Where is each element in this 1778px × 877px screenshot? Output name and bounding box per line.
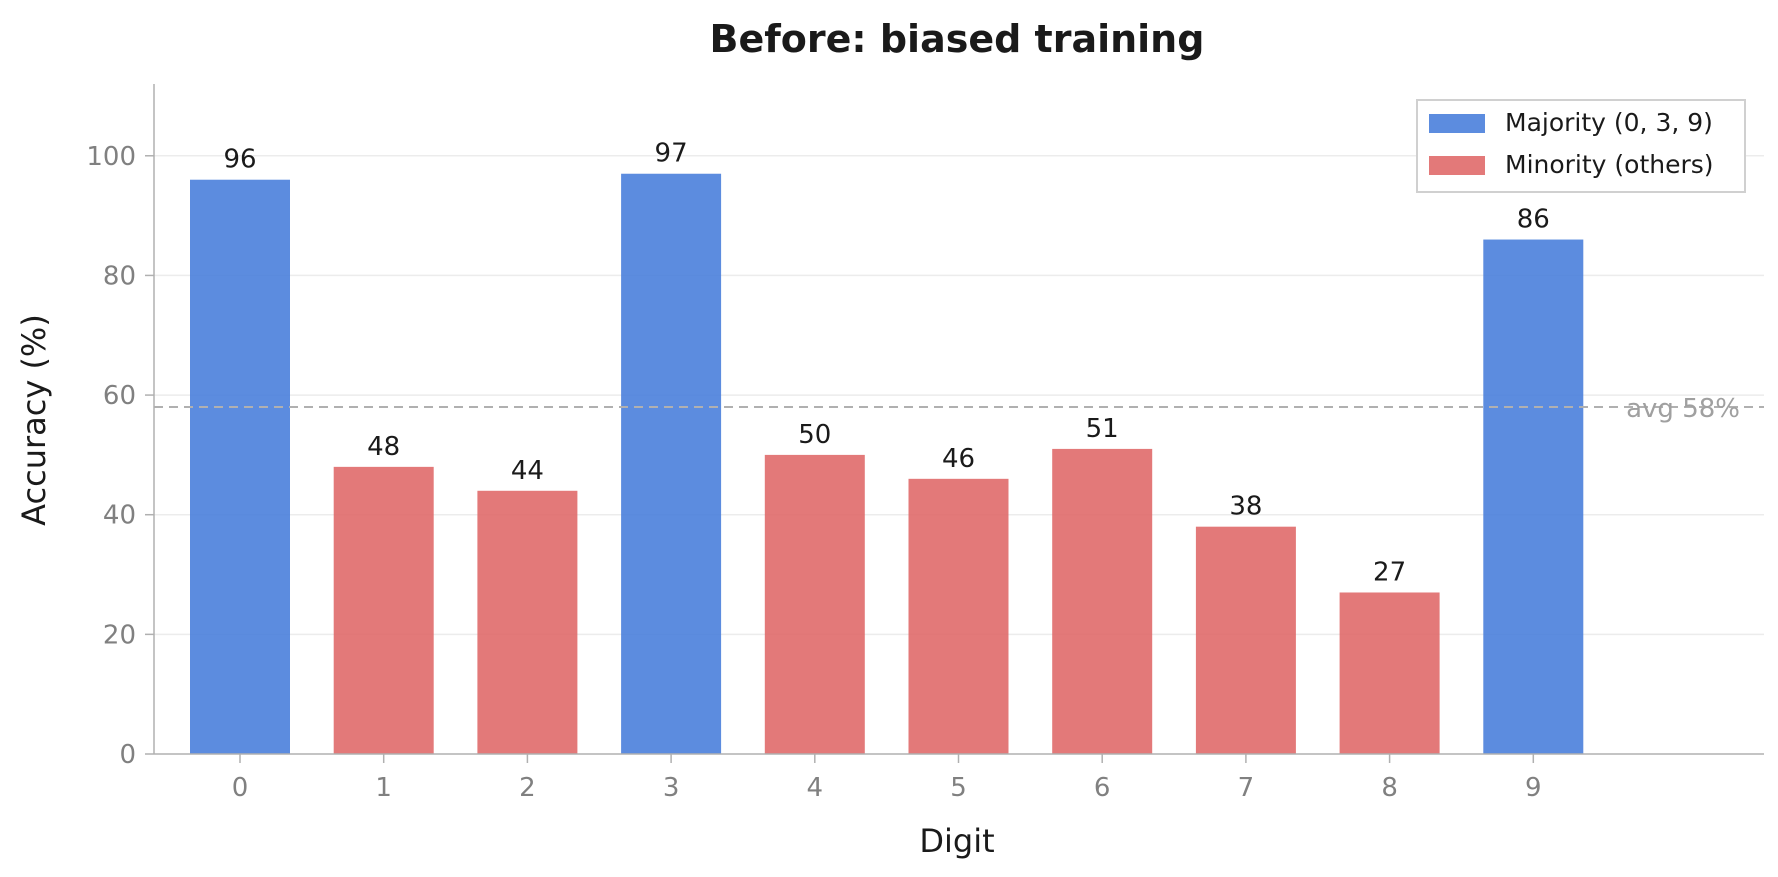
x-tick-label-5: 5 — [950, 773, 967, 803]
bars — [190, 173, 1584, 755]
bar-6 — [1052, 448, 1153, 754]
chart-title: Before: biased training — [710, 17, 1205, 61]
legend: Majority (0, 3, 9) Minority (others) — [1416, 99, 1746, 193]
bar-7 — [1195, 526, 1296, 754]
average-label: avg 58% — [1626, 394, 1740, 424]
x-ticks: 0 1 2 3 4 5 6 7 8 9 — [232, 754, 1542, 803]
y-ticks: 0 20 40 60 80 100 — [86, 142, 154, 770]
x-tick-label-6: 6 — [1094, 773, 1111, 803]
x-tick-label-7: 7 — [1238, 773, 1255, 803]
x-tick-label-8: 8 — [1381, 773, 1398, 803]
legend-swatch-majority — [1429, 114, 1485, 133]
data-label-7: 38 — [1229, 492, 1262, 522]
bar-9 — [1483, 239, 1584, 755]
x-axis-label: Digit — [919, 822, 994, 860]
x-tick-label-9: 9 — [1525, 773, 1542, 803]
legend-label-majority: Majority (0, 3, 9) — [1505, 108, 1713, 137]
y-tick-label-40: 40 — [103, 501, 136, 531]
data-label-5: 46 — [942, 444, 975, 474]
data-label-9: 86 — [1517, 205, 1550, 235]
data-label-1: 48 — [367, 432, 400, 462]
data-labels: 96 48 44 97 50 46 51 38 27 86 — [223, 139, 1549, 588]
bar-0 — [190, 179, 290, 754]
x-tick-label-2: 2 — [519, 773, 536, 803]
legend-label-minority: Minority (others) — [1505, 150, 1714, 179]
y-tick-label-20: 20 — [103, 620, 136, 650]
bar-4 — [764, 454, 865, 754]
y-axis-label: Accuracy (%) — [15, 314, 53, 526]
bar-3 — [621, 173, 722, 754]
x-tick-label-4: 4 — [807, 773, 824, 803]
average-line: avg 58% — [154, 394, 1764, 424]
legend-swatch-minority — [1429, 156, 1485, 175]
data-label-2: 44 — [511, 456, 544, 486]
y-tick-label-0: 0 — [119, 740, 136, 770]
bar-5 — [908, 478, 1009, 754]
x-tick-label-0: 0 — [232, 773, 249, 803]
y-tick-label-60: 60 — [103, 381, 136, 411]
data-label-4: 50 — [798, 420, 831, 450]
bar-8 — [1339, 592, 1440, 754]
x-tick-label-1: 1 — [375, 773, 392, 803]
data-label-8: 27 — [1373, 557, 1406, 587]
data-label-0: 96 — [223, 145, 256, 175]
data-label-3: 97 — [655, 139, 688, 169]
y-tick-label-100: 100 — [86, 142, 136, 172]
x-tick-label-3: 3 — [663, 773, 680, 803]
data-label-6: 51 — [1086, 414, 1119, 444]
y-tick-label-80: 80 — [103, 261, 136, 291]
bar-2 — [477, 490, 578, 754]
bar-1 — [333, 466, 434, 754]
